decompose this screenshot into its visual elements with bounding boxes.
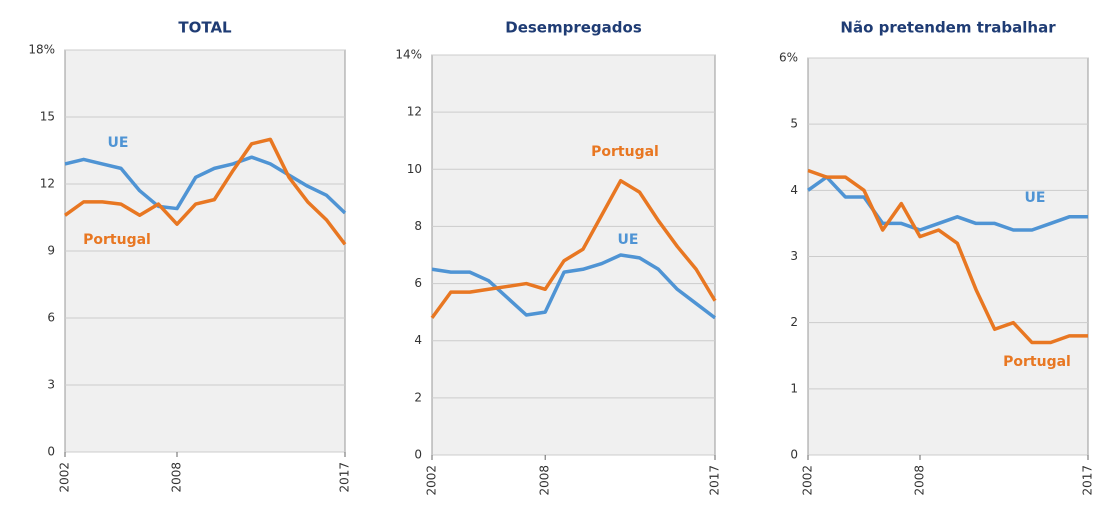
line-series: [431, 253, 717, 320]
x-tick-label: 2002: [801, 465, 815, 496]
y-tick-label: 6%: [779, 51, 798, 65]
line-series: [63, 137, 347, 246]
line-series: [430, 178, 717, 319]
y-tick-label: 8: [414, 219, 422, 233]
x-tick-label: 2017: [338, 462, 352, 493]
line-series: [807, 168, 1088, 345]
y-tick-label: 15: [40, 110, 55, 124]
y-tick-label: 3: [790, 249, 798, 263]
y-tick-label: 6: [414, 276, 422, 290]
y-tick-label: 12: [407, 105, 422, 119]
y-tick-label: 1: [790, 381, 798, 395]
y-tick-label: 0: [47, 445, 55, 459]
y-tick-label: 0: [790, 448, 798, 462]
y-tick-label: 6: [47, 311, 55, 325]
series-label: UE: [1025, 190, 1046, 206]
series-label: Portugal: [591, 144, 659, 160]
line-series: [64, 155, 347, 215]
y-tick-label: 9: [47, 244, 55, 258]
x-tick-label: 2002: [425, 465, 439, 496]
line-series: [806, 175, 1088, 232]
y-tick-label: 10: [407, 162, 422, 176]
chart-title: Não pretendem trabalhar: [840, 19, 1056, 37]
y-tick-label: 5: [790, 117, 798, 131]
y-tick-label: 18%: [28, 43, 55, 57]
y-tick-label: 2: [414, 390, 422, 404]
y-tick-label: 4: [790, 183, 798, 197]
y-tick-label: 0: [414, 448, 422, 462]
y-tick-label: 2: [790, 315, 798, 329]
series-label: UE: [108, 135, 129, 151]
chart-title: TOTAL: [178, 19, 232, 37]
y-tick-label: 3: [47, 378, 55, 392]
x-tick-label: 2002: [58, 462, 72, 493]
series-label: Portugal: [83, 232, 151, 248]
x-tick-label: 2008: [538, 465, 552, 496]
chart-title: Desempregados: [505, 19, 642, 37]
y-tick-label: 14%: [395, 48, 422, 62]
y-tick-label: 12: [40, 177, 55, 191]
x-tick-label: 2017: [1081, 465, 1095, 496]
x-tick-label: 2008: [170, 462, 184, 493]
y-tick-label: 4: [414, 333, 422, 347]
series-label: Portugal: [1003, 354, 1071, 370]
x-tick-label: 2017: [708, 465, 722, 496]
series-label: UE: [618, 232, 639, 248]
x-tick-label: 2008: [913, 465, 927, 496]
